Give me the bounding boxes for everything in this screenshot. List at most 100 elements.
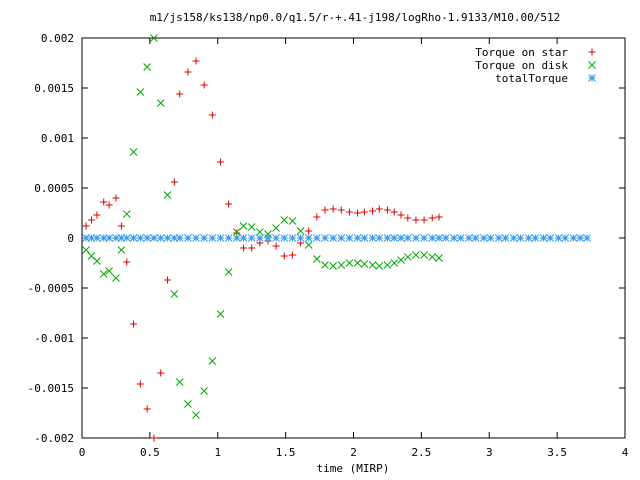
- totaltorque-point: [150, 234, 158, 242]
- torque-on-disk-point: [353, 259, 362, 267]
- torque-on-disk-point: [216, 310, 225, 318]
- totaltorque-point: [117, 234, 126, 242]
- y-tick-label: -0.002: [34, 432, 74, 445]
- totaltorque-point: [531, 234, 540, 242]
- totaltorque-point: [264, 234, 272, 242]
- totaltorque-point: [208, 234, 217, 242]
- totaltorque-point: [272, 234, 280, 242]
- torque-on-disk-point: [143, 63, 152, 71]
- torque-on-disk-point: [99, 270, 108, 278]
- y-tick-label: -0.0005: [28, 282, 74, 295]
- legend-marker-totaltorque: [588, 74, 596, 82]
- totaltorque-point: [143, 234, 152, 242]
- torque-on-star-point: [88, 216, 96, 224]
- y-tick-label: 0.0005: [34, 182, 74, 195]
- torque-on-star-point: [117, 222, 125, 230]
- totaltorque-point: [561, 234, 570, 242]
- totaltorque-point: [441, 234, 450, 242]
- torque-on-disk-point: [136, 88, 145, 96]
- totaltorque-point: [360, 234, 369, 242]
- torque-on-star-point: [345, 208, 353, 216]
- torque-on-star-point: [375, 205, 383, 213]
- totaltorque-point: [87, 234, 96, 242]
- torque-on-star-point: [329, 205, 337, 213]
- torque-on-star-point: [105, 201, 113, 209]
- torque-on-disk-point: [403, 253, 412, 261]
- torque-on-disk-point: [170, 290, 179, 298]
- totaltorque-point: [170, 234, 179, 242]
- totaltorque-point: [420, 234, 428, 242]
- torque-on-star-point: [240, 244, 248, 252]
- totaltorque-point: [554, 234, 563, 242]
- torque-on-disk-point: [304, 241, 313, 249]
- torque-on-disk-point: [412, 251, 420, 259]
- torque-on-star-point: [200, 81, 208, 89]
- y-tick-label: 0.0015: [34, 82, 74, 95]
- torque-on-disk-point: [280, 216, 289, 224]
- totaltorque-point: [539, 234, 548, 242]
- x-tick-label: 0.5: [140, 446, 160, 459]
- torque-on-star-point: [397, 211, 405, 219]
- torque-on-disk-point: [288, 217, 297, 225]
- torque-on-star-point: [82, 222, 90, 230]
- torque-on-star-point: [313, 213, 321, 221]
- totaltorque-point: [136, 234, 145, 242]
- torque-on-disk-point: [175, 378, 184, 386]
- torque-on-disk-point: [117, 246, 126, 254]
- torque-on-star-point: [225, 200, 233, 208]
- x-tick-label: 1.5: [276, 446, 296, 459]
- totaltorque-point: [390, 234, 399, 242]
- torque-on-disk-point: [312, 255, 321, 263]
- axes: 0 0.5 1 1.5 2 2.5 3 3.5 4 -0.002 -0.0015 -0.001 -0.0…: [28, 32, 629, 459]
- torque-on-disk-point: [329, 262, 337, 270]
- torque-on-disk-point: [192, 411, 200, 419]
- torque-on-star-point: [93, 211, 101, 219]
- torque-on-disk-point: [390, 259, 399, 267]
- torque-on-disk-point: [428, 253, 437, 261]
- torque-on-star-point: [288, 251, 296, 259]
- data-marks: [82, 34, 591, 442]
- torque-on-disk-point: [208, 357, 217, 365]
- torque-on-star-point: [305, 227, 313, 235]
- y-tick-label: 0.002: [41, 32, 74, 45]
- torque-on-star-point: [390, 208, 398, 216]
- totaltorque-point: [397, 234, 405, 242]
- totaltorque-point: [192, 234, 200, 242]
- legend-marker-torque-on-disk: [588, 61, 596, 69]
- totaltorque-point: [345, 234, 354, 242]
- torque-on-disk-point: [200, 387, 209, 395]
- totaltorque-point: [175, 234, 184, 242]
- torque-on-star-point: [354, 209, 362, 217]
- x-axis-label: time (MIRP): [317, 462, 390, 475]
- torque-on-star-point: [136, 380, 144, 388]
- totaltorque-point: [403, 234, 412, 242]
- totaltorque-point: [465, 234, 473, 242]
- torque-on-star-point: [428, 214, 436, 222]
- torque-on-star-point: [157, 369, 165, 377]
- totaltorque-point: [232, 234, 241, 242]
- legend-label-torque-on-star: Torque on star: [475, 46, 568, 59]
- torque-on-star-point: [100, 198, 108, 206]
- torque-on-disk-point: [368, 261, 377, 269]
- totaltorque-point: [247, 234, 256, 242]
- totaltorque-point: [524, 234, 533, 242]
- totaltorque-point: [105, 234, 114, 242]
- totaltorque-point: [129, 234, 138, 242]
- torque-on-disk-point: [224, 268, 233, 276]
- totaltorque-point: [122, 234, 131, 242]
- totaltorque-point: [494, 234, 503, 242]
- torque-on-disk-point: [163, 191, 172, 199]
- totaltorque-point: [321, 234, 329, 242]
- torque-on-disk-point: [156, 99, 165, 107]
- torque-on-disk-point: [345, 259, 354, 267]
- torque-on-disk-point: [397, 256, 405, 264]
- legend-label-totaltorque: totalTorque: [495, 72, 568, 85]
- torque-on-star-point: [412, 216, 420, 224]
- torque-on-star-point: [360, 208, 368, 216]
- torque-on-disk-point: [375, 262, 384, 270]
- torque-on-star-point: [130, 320, 138, 328]
- totaltorque-point: [200, 234, 209, 242]
- torque-on-star-point: [321, 206, 329, 214]
- torque-on-star-point: [208, 111, 216, 119]
